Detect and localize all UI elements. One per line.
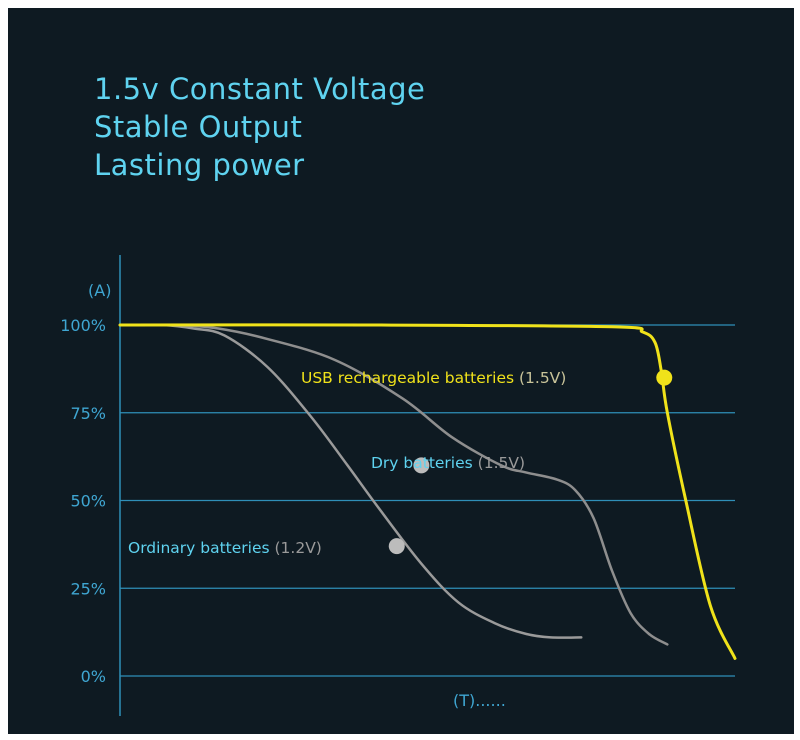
series-label: Ordinary batteries (1.2V) (128, 539, 322, 557)
x-axis-label: (T)...... (453, 691, 506, 710)
y-axis-label: (A) (88, 281, 111, 300)
data-point-marker (413, 457, 430, 474)
series-label: USB rechargeable batteries (1.5V) (301, 369, 566, 387)
series-voltage: (1.2V) (275, 539, 322, 557)
data-point-marker (388, 538, 405, 555)
series-name: Ordinary batteries (128, 539, 275, 557)
series-line (118, 323, 669, 646)
headline-line-1: 1.5v Constant Voltage (94, 72, 426, 106)
y-tick-label: 100% (60, 316, 106, 335)
headline-line-3: Lasting power (94, 148, 305, 182)
y-tick-label: 50% (70, 492, 106, 511)
data-point-marker (656, 369, 673, 386)
y-tick-label: 25% (70, 579, 106, 598)
series-label: Dry batteries (1.5V) (371, 454, 525, 472)
series-line (118, 323, 583, 639)
series-name: Dry batteries (371, 454, 478, 472)
series-voltage: (1.5V) (519, 369, 566, 387)
series-voltage: (1.5V) (478, 454, 525, 472)
y-tick-label: 75% (70, 404, 106, 423)
y-tick-label: 0% (81, 667, 106, 686)
series-line (118, 323, 737, 660)
series-name: USB rechargeable batteries (301, 369, 519, 387)
headline-line-2: Stable Output (94, 110, 303, 144)
